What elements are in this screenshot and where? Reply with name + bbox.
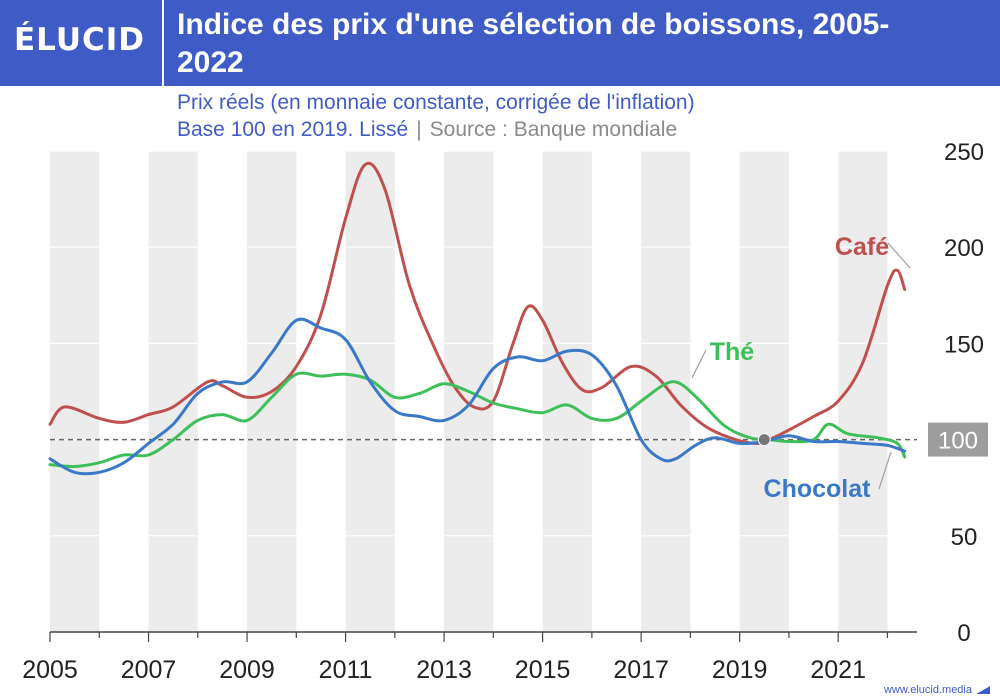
reference-label-box xyxy=(928,422,988,457)
series-label-cafe: Café xyxy=(835,233,889,261)
footer-url: www.elucid.media xyxy=(884,684,990,696)
header-bar: ÉLUCID Indice des prix d'une sélection d… xyxy=(0,0,1000,86)
y-tick-label: 250 xyxy=(944,139,984,166)
logo-divider xyxy=(162,0,164,86)
chart-source: Source : Banque mondiale xyxy=(429,118,678,141)
y-tick-label: 200 xyxy=(944,235,984,262)
y-tick-label: 0 xyxy=(957,620,970,647)
leader-line-cafe xyxy=(887,242,911,269)
note-separator: | xyxy=(416,118,422,141)
x-tick-label: 2009 xyxy=(219,656,275,684)
leader-line-the xyxy=(691,349,707,379)
chart-note-line: Base 100 en 2019. Lissé | Source : Banque … xyxy=(177,117,677,143)
x-tick-label: 2019 xyxy=(712,656,768,684)
series-label-the: Thé xyxy=(710,338,755,366)
x-tick-label: 2007 xyxy=(121,656,177,684)
chart-title: Indice des prix d'une sélection de boiss… xyxy=(177,8,890,79)
series-line-the xyxy=(48,371,907,469)
x-tick-label: 2021 xyxy=(810,656,866,684)
footer-url-text: www.elucid.media xyxy=(883,684,972,696)
chart-subtitle: Prix réels (en monnaie constante, corrig… xyxy=(177,91,695,114)
x-tick-label: 2011 xyxy=(319,656,373,684)
year-band xyxy=(50,151,100,632)
year-band xyxy=(641,151,691,632)
chart-note: Base 100 en 2019. Lissé xyxy=(177,118,409,141)
y-tick-label: 50 xyxy=(951,524,978,551)
leader-line-chocolat xyxy=(878,451,892,490)
x-tick-label: 2013 xyxy=(416,656,472,684)
x-tick-label: 2005 xyxy=(22,656,78,684)
reference-label: 100 xyxy=(938,428,978,455)
y-tick-label: 150 xyxy=(944,331,984,358)
footer-logo-mark xyxy=(976,686,990,695)
brand-logo: ÉLUCID xyxy=(14,22,146,58)
year-band xyxy=(739,151,789,632)
base-year-marker xyxy=(757,433,771,447)
x-tick-label: 2017 xyxy=(613,656,669,684)
x-tick-label: 2015 xyxy=(515,656,571,684)
series-label-chocolat: Chocolat xyxy=(764,475,872,503)
year-band xyxy=(148,151,198,632)
